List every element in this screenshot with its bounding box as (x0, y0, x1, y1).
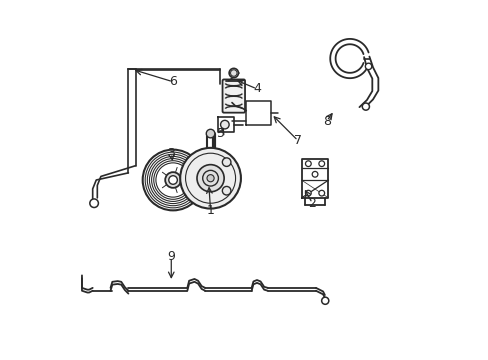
Circle shape (222, 186, 230, 195)
Text: 9: 9 (167, 250, 175, 263)
Circle shape (197, 165, 224, 192)
Text: 6: 6 (169, 75, 177, 88)
Text: 2: 2 (308, 197, 316, 210)
Circle shape (220, 120, 229, 129)
Text: 4: 4 (253, 82, 261, 95)
Circle shape (362, 103, 368, 110)
FancyBboxPatch shape (222, 80, 244, 113)
Circle shape (180, 148, 241, 208)
Circle shape (229, 68, 238, 78)
Text: 1: 1 (206, 204, 214, 217)
Circle shape (311, 171, 317, 177)
Circle shape (305, 161, 310, 167)
Circle shape (206, 129, 214, 138)
Circle shape (90, 199, 98, 207)
Circle shape (168, 176, 177, 184)
Circle shape (318, 190, 324, 196)
Circle shape (365, 63, 371, 69)
Circle shape (321, 297, 328, 304)
Circle shape (165, 172, 181, 188)
Text: 5: 5 (217, 127, 225, 140)
Circle shape (206, 175, 214, 182)
Circle shape (318, 161, 324, 167)
Circle shape (222, 158, 230, 166)
Text: 3: 3 (167, 147, 175, 160)
Text: 8: 8 (322, 114, 330, 127)
Circle shape (305, 190, 310, 196)
Text: 7: 7 (293, 134, 302, 147)
